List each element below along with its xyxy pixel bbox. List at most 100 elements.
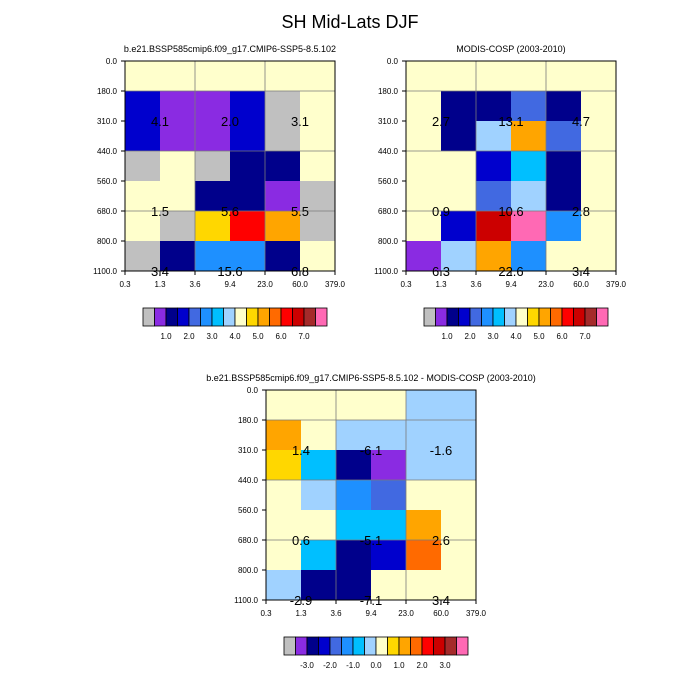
heatmap-cell <box>581 181 617 212</box>
colorbar-box <box>318 636 331 656</box>
heatmap-cell <box>546 91 582 122</box>
heatmap-cell <box>581 121 617 152</box>
heatmap-cell <box>300 151 336 182</box>
heatmap-cell <box>300 91 336 122</box>
heatmap-cell <box>371 480 407 511</box>
y-tick-label: 560.0 <box>378 177 399 186</box>
block-value-label: 2.7 <box>432 114 450 129</box>
colorbar-box <box>257 307 270 327</box>
x-tick-label: 23.0 <box>538 280 554 289</box>
x-tick-label: 23.0 <box>398 609 414 618</box>
heatmap-cell <box>441 61 477 92</box>
heatmap-cell <box>266 510 302 541</box>
colorbar-box <box>515 307 528 327</box>
colorbar-box <box>423 307 436 327</box>
heatmap-cell <box>511 151 547 182</box>
block-value-label: 2.8 <box>572 204 590 219</box>
y-tick-label: 560.0 <box>238 506 259 515</box>
colorbar-label: 4.0 <box>510 332 522 341</box>
panel-obs: MODIS-COSP (2003-2010) 0.0 180.0 310.0 440.0… <box>374 44 626 341</box>
heatmap-cell <box>125 61 161 92</box>
colorbar-box <box>142 307 155 327</box>
colorbar-label: 1.0 <box>393 661 405 670</box>
heatmap-cell <box>546 241 582 272</box>
heatmap-cell <box>371 540 407 571</box>
heatmap-cell <box>441 241 477 272</box>
colorbar-box <box>492 307 505 327</box>
y-tick-label: 440.0 <box>378 147 399 156</box>
colorbar-label: 6.0 <box>556 332 568 341</box>
heatmap-cell <box>371 510 407 541</box>
heatmap-cell <box>371 570 407 601</box>
heatmap-cell <box>301 480 337 511</box>
heatmap-cell <box>511 121 547 152</box>
heatmap-cell <box>441 211 477 242</box>
heatmap-cell <box>266 420 302 451</box>
colorbar-box <box>177 307 190 327</box>
y-tick-label: 680.0 <box>97 207 118 216</box>
block-value-label: 5.5 <box>291 204 309 219</box>
heatmap-cell <box>476 91 512 122</box>
y-tick-label: 1100.0 <box>374 267 398 276</box>
heatmap-cell <box>125 151 161 182</box>
x-tick-label: 379.0 <box>325 280 346 289</box>
heatmap-cell <box>300 241 336 272</box>
heatmap-cell <box>581 241 617 272</box>
heatmap-cell <box>195 91 231 122</box>
heatmap-cell <box>230 211 266 242</box>
colorbar-label: 3.0 <box>206 332 218 341</box>
block-value-label: 15.6 <box>217 264 242 279</box>
heatmap-cell <box>195 121 231 152</box>
heatmap-cell <box>511 241 547 272</box>
y-tick-label: 800.0 <box>378 237 399 246</box>
colorbar-label: -1.0 <box>346 661 360 670</box>
heatmap-cell <box>301 510 337 541</box>
block-value-label: 1.4 <box>292 443 310 458</box>
colorbar-label: -3.0 <box>300 661 314 670</box>
heatmap-cell <box>511 181 547 212</box>
colorbar-box <box>234 307 247 327</box>
colorbar-box <box>410 636 423 656</box>
colorbar-box <box>306 636 319 656</box>
colorbar-label: 0.0 <box>370 661 382 670</box>
colorbar-box <box>341 636 354 656</box>
heatmap-cell <box>476 181 512 212</box>
colorbar-box <box>375 636 388 656</box>
heatmap-cell <box>195 211 231 242</box>
panel-title: MODIS-COSP (2003-2010) <box>456 44 565 54</box>
heatmap-cell <box>441 91 477 122</box>
block-value-label: -6.1 <box>360 443 382 458</box>
block-value-label: 6.3 <box>432 264 450 279</box>
heatmap-cell <box>546 181 582 212</box>
colorbar-box <box>596 307 609 327</box>
heatmap-cell <box>125 241 161 272</box>
heatmap-cell <box>406 181 442 212</box>
heatmap-cell <box>160 181 196 212</box>
colorbar-box <box>435 307 448 327</box>
heatmap-cell <box>230 241 266 272</box>
x-tick-label: 23.0 <box>257 280 273 289</box>
heatmap-cell <box>125 211 161 242</box>
colorbar-label: 5.0 <box>533 332 545 341</box>
heatmap-cell <box>300 211 336 242</box>
heatmap-cell <box>160 211 196 242</box>
heatmap-cell <box>406 91 442 122</box>
heatmap-cell <box>406 211 442 242</box>
heatmap-cell <box>230 91 266 122</box>
panel-diff: b.e21.BSSP585cmip6.f09_g17.CMIP6-SSP5-8.… <box>206 373 536 670</box>
heatmap-cell <box>230 181 266 212</box>
colorbar-box <box>469 307 482 327</box>
colorbar-box <box>444 636 457 656</box>
heatmap-cell <box>476 211 512 242</box>
x-tick-label: 379.0 <box>606 280 627 289</box>
heatmap-cell <box>300 61 336 92</box>
heatmap-cell <box>441 450 477 481</box>
colorbar-box <box>364 636 377 656</box>
block-value-label: 3.4 <box>572 264 590 279</box>
colorbar-label: 2.0 <box>464 332 476 341</box>
heatmap-cell <box>300 121 336 152</box>
heatmap-cell <box>546 151 582 182</box>
heatmap-cell <box>546 211 582 242</box>
colorbar-label: 2.0 <box>416 661 428 670</box>
colorbar-box <box>458 307 471 327</box>
